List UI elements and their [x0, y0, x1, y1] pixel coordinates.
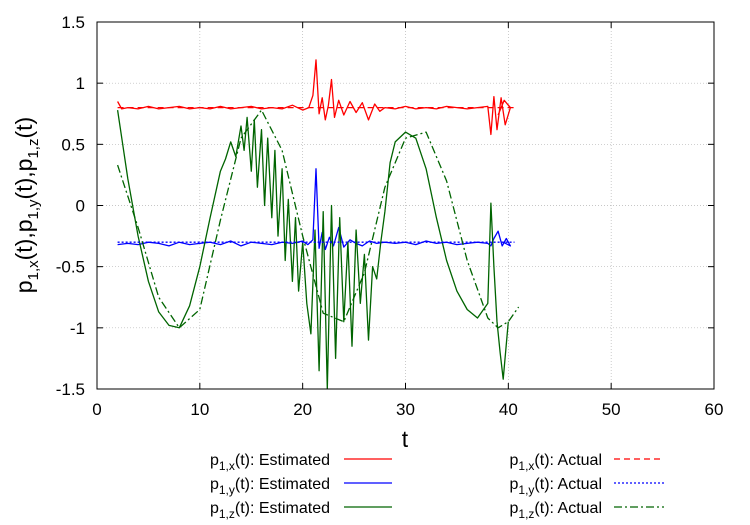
- x-tick-label: 60: [705, 400, 724, 419]
- x-axis-label: t: [402, 426, 409, 452]
- y-label-tail: (t): [11, 117, 37, 139]
- y-label-base: p: [11, 280, 37, 293]
- y-label-base: p: [11, 219, 37, 232]
- y-label-subscript: 1,z: [25, 139, 42, 159]
- legend-label-px_est: p1,x(t): Estimated: [210, 452, 330, 473]
- y-tick-label: 1.5: [61, 13, 85, 32]
- x-tick-label: 20: [293, 400, 312, 419]
- y-label-tail: (t),: [11, 232, 37, 260]
- x-tick-label: 40: [499, 400, 518, 419]
- legend: p1,x(t): Estimated p1,y(t): Estimated p1,z…: [210, 452, 664, 521]
- y-axis-label: p1,x(t),p1,y(t),p1,z(t): [11, 117, 42, 293]
- x-tick-label: 30: [396, 400, 415, 419]
- y-tick-label: -1.5: [56, 380, 85, 399]
- legend-label-py_est: p1,y(t): Estimated: [210, 476, 330, 497]
- series-line-pz_act: [116, 109, 520, 329]
- y-label-subscript: 1,x: [25, 260, 42, 281]
- legend-label-pz_act: p1,z(t): Actual: [510, 500, 603, 521]
- x-tick-label: 50: [602, 400, 621, 419]
- y-label-subscript: 1,y: [25, 199, 42, 220]
- y-tick-label: -0.5: [56, 258, 85, 277]
- series-line-pz_est: [116, 110, 509, 389]
- y-label-base: p: [11, 159, 37, 172]
- legend-label-pz_est: p1,z(t): Estimated: [210, 500, 330, 521]
- legend-label-px_act: p1,x(t): Actual: [510, 452, 603, 473]
- y-tick-label: 1: [76, 74, 85, 93]
- tick-labels: 0 10 20 30 40 50 60 -1.5 -1 -0.5 0 0.5 1 1.5: [56, 13, 724, 419]
- ticks: [96, 21, 715, 390]
- y-tick-label: 0.5: [61, 135, 85, 154]
- x-tick-label: 0: [92, 400, 101, 419]
- x-tick-label: 10: [190, 400, 209, 419]
- series-layer: [116, 59, 520, 389]
- y-tick-label: -1: [70, 319, 85, 338]
- y-tick-label: 0: [76, 197, 85, 216]
- y-label-tail: (t),: [11, 171, 37, 199]
- legend-label-py_act: p1,y(t): Actual: [510, 476, 603, 497]
